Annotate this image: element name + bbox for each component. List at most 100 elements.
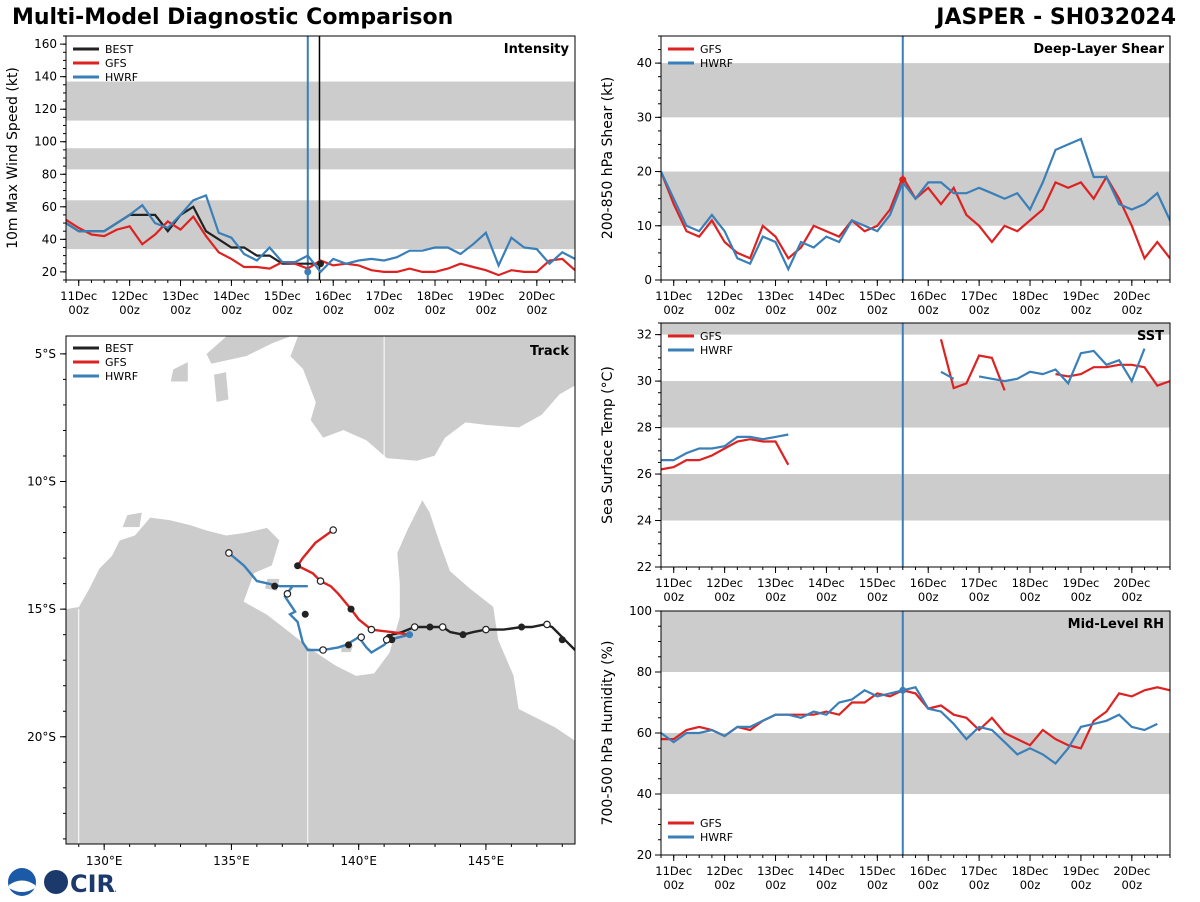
rh-series-hwrf	[661, 686, 1158, 765]
rh-ytick-label: 40	[637, 787, 652, 801]
rh-xtick-label: 19Dec	[1062, 864, 1099, 878]
track-series-hwrf	[228, 552, 410, 655]
storm-id: JASPER - SH032024	[936, 5, 1176, 30]
rh-xtick-label: 17Dec	[961, 864, 998, 878]
shear-band	[661, 63, 1170, 118]
rh-ytick-label: 60	[637, 726, 652, 740]
rh-ytick-label: 100	[629, 604, 652, 618]
rh-xtick-label: 12Dec	[706, 864, 743, 878]
sst-xtick-label: 13Dec	[757, 576, 794, 590]
sst-xtick-label-hour: 00z	[969, 590, 990, 604]
track-frame	[65, 335, 576, 845]
intensity-legend-label-gfs: GFS	[105, 57, 127, 70]
shear-legend-label-hwrf: HWRF	[700, 57, 733, 70]
rh-xtick-label-hour: 00z	[1071, 878, 1092, 892]
rh-band	[661, 733, 1170, 794]
intensity-xtick-label-hour: 00z	[272, 303, 293, 317]
sst-series-hwrf	[978, 348, 1146, 386]
shear-xtick-label-hour: 00z	[867, 303, 888, 317]
intensity-xtick-label: 20Dec	[518, 289, 555, 303]
sst-xtick-label: 14Dec	[808, 576, 845, 590]
kai-islands-land	[169, 360, 189, 383]
shear-xtick-label: 16Dec	[910, 289, 947, 303]
sst-band	[661, 474, 1170, 521]
rh-xtick-label-hour: 00z	[663, 878, 684, 892]
rh-xtick-label: 14Dec	[808, 864, 845, 878]
track-series-gfs	[295, 529, 410, 636]
intensity-xtick-label-hour: 00z	[221, 303, 242, 317]
intensity-ytick-label: 140	[34, 70, 57, 84]
shear-ytick-label: 20	[637, 165, 652, 179]
track-marker-best	[459, 631, 467, 639]
new-guinea-land	[289, 336, 575, 462]
page-title: Multi-Model Diagnostic Comparison	[12, 5, 454, 30]
shear-xtick-label: 20Dec	[1113, 289, 1150, 303]
shear-title: Deep-Layer Shear	[1033, 42, 1164, 57]
shear-legend-label-gfs: GFS	[700, 43, 722, 56]
track-marker-open-best	[382, 635, 391, 644]
australia-land	[66, 498, 575, 844]
tiwi-islands-land	[121, 511, 143, 528]
track-marker-open-best	[438, 623, 447, 631]
track-legend-label-best: BEST	[105, 342, 133, 355]
track-marker-best	[558, 636, 566, 644]
track-marker-gfs	[347, 605, 355, 613]
intensity-series-hwrf	[66, 193, 575, 274]
shear-xtick-label-hour: 00z	[816, 303, 837, 317]
intensity-band	[66, 148, 575, 170]
rh-xtick-label: 15Dec	[859, 864, 896, 878]
sst-xtick-label-hour: 00z	[765, 590, 786, 604]
rh-title: Mid-Level RH	[1068, 617, 1164, 632]
track-legend-label-gfs: GFS	[105, 356, 127, 369]
shear-ytick-label: 40	[637, 56, 652, 70]
intensity-xtick-label: 12Dec	[111, 289, 148, 303]
intensity-xtick-label-hour: 00z	[526, 303, 547, 317]
rh-xtick-label: 11Dec	[655, 864, 692, 878]
track-ytick-label: 10°S	[27, 475, 56, 489]
rh-xtick-label: 20Dec	[1113, 864, 1150, 878]
shear-ylabel: 200-850 hPa Shear (kt)	[600, 77, 616, 239]
intensity-ytick-label: 20	[42, 265, 57, 279]
track-marker-open-gfs	[329, 526, 338, 534]
rh-series-gfs	[661, 686, 1170, 750]
shear-xtick-label: 12Dec	[706, 289, 743, 303]
aru-islands-land	[213, 371, 230, 403]
intensity-title: Intensity	[504, 42, 570, 57]
intensity-best-marker	[317, 260, 324, 268]
shear-xtick-label: 18Dec	[1012, 289, 1049, 303]
rh-xtick-label-hour: 00z	[714, 878, 735, 892]
track-title: Track	[530, 344, 569, 359]
sst-ylabel: Sea Surface Temp (°C)	[600, 366, 616, 524]
sst-xtick-label-hour: 00z	[918, 590, 939, 604]
rh-xtick-label-hour: 00z	[918, 878, 939, 892]
intensity-xtick-label-hour: 00z	[68, 303, 89, 317]
rh-xtick-label-hour: 00z	[765, 878, 786, 892]
sst-frame	[660, 322, 1171, 568]
track-ytick-label: 15°S	[27, 602, 56, 616]
track-map	[66, 336, 575, 844]
globe-icon	[44, 870, 68, 894]
intensity-xtick-label-hour: 00z	[119, 303, 140, 317]
track-xtick-label: 130°E	[86, 854, 123, 868]
sst-xtick-label-hour: 00z	[1071, 590, 1092, 604]
sst-series-hwrf	[661, 433, 789, 462]
track-marker-gfs	[294, 562, 302, 570]
track-marker-hwrf	[344, 641, 352, 649]
track-marker-best	[518, 623, 526, 631]
sst-xtick-label: 12Dec	[706, 576, 743, 590]
intensity-xtick-label: 11Dec	[60, 289, 97, 303]
track-marker-open-hwrf	[225, 549, 233, 557]
sst-ytick-label: 26	[637, 467, 652, 481]
logo-text: CIRA	[70, 870, 116, 898]
intensity-xtick-label: 18Dec	[417, 289, 454, 303]
sst-xtick-label-hour: 00z	[663, 590, 684, 604]
track-marker-open-best	[410, 623, 419, 631]
rh-legend-label-gfs: GFS	[700, 817, 722, 830]
track-legend-label-hwrf: HWRF	[105, 370, 138, 383]
sst-series-gfs	[661, 438, 790, 471]
sst-xtick-label: 18Dec	[1012, 576, 1049, 590]
rh-xtick-label-hour: 00z	[867, 878, 888, 892]
rh-xtick-label: 18Dec	[1012, 864, 1049, 878]
sst-xtick-label-hour: 00z	[714, 590, 735, 604]
